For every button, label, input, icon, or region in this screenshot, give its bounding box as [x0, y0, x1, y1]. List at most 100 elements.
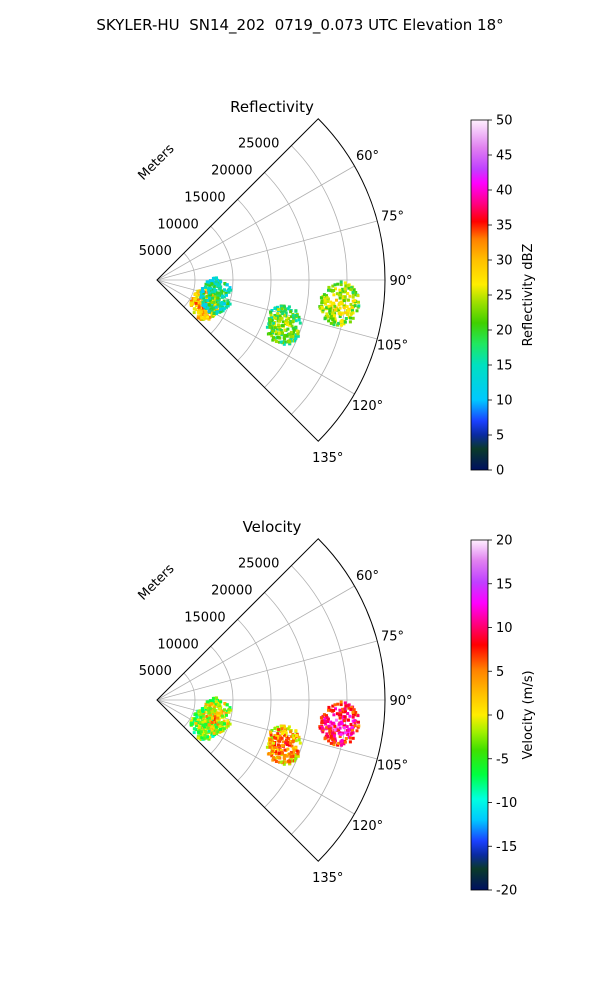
echo-pixel	[199, 710, 203, 714]
echo-pixel	[286, 320, 290, 324]
echo-pixel	[288, 760, 292, 764]
echo-pixel	[212, 306, 216, 310]
echo-pixel	[333, 724, 337, 728]
echo-pixel	[284, 731, 288, 735]
echo-pixel	[226, 724, 230, 728]
angle-tick-label: 135°	[312, 451, 343, 466]
echo-pixel	[268, 318, 272, 322]
echo-pixel	[329, 724, 333, 728]
echo-pixel	[214, 300, 218, 304]
echo-pixel	[328, 732, 332, 736]
echo-pixel	[212, 309, 216, 313]
echo-pixel	[206, 300, 210, 304]
echo-pixel	[338, 710, 342, 714]
echo-pixel	[274, 736, 278, 740]
echo-pixel	[221, 306, 225, 310]
echo-pixel	[206, 306, 210, 310]
echo-pixel	[346, 312, 350, 316]
echo-pixel	[325, 306, 329, 310]
echo-pixel	[224, 305, 228, 309]
echo-pixel	[276, 732, 280, 736]
echo-pixel	[219, 727, 222, 731]
echo-pixel	[192, 731, 196, 735]
echo-pixel	[216, 714, 220, 718]
echo-pixel	[212, 706, 216, 710]
echo-pixel	[207, 303, 211, 307]
echo-pixel	[219, 292, 223, 296]
echo-pixel	[285, 334, 289, 338]
echo-pixel	[270, 326, 274, 330]
echo-pixel	[354, 713, 357, 717]
echo-pixel	[331, 284, 335, 288]
sector-frame	[156, 118, 386, 442]
echo-pixel	[332, 289, 336, 292]
echo-pixel	[349, 303, 353, 306]
echo-pixel	[281, 740, 285, 744]
echo-pixel	[226, 302, 230, 306]
echo-pixel	[294, 319, 298, 323]
echo-pixel	[329, 315, 333, 318]
echo-pixel	[342, 719, 346, 723]
echo-pixel	[277, 331, 281, 335]
echo-pixel	[350, 286, 354, 290]
echo-pixel	[192, 311, 196, 315]
echo-pixel	[338, 726, 342, 730]
echo-pixel	[333, 304, 337, 308]
echo-pixel	[291, 740, 295, 744]
echo-pixel	[227, 707, 231, 711]
echo-pixel	[208, 279, 212, 283]
echo-pixel	[291, 746, 295, 750]
echo-pixel	[213, 709, 217, 713]
echo-pixel	[347, 706, 351, 710]
echo-pixel	[332, 743, 336, 747]
echo-pixel	[214, 302, 218, 306]
echo-pixel	[295, 329, 299, 333]
echo-pixel	[351, 719, 355, 723]
echo-pixel	[351, 316, 355, 320]
echo-pixel	[343, 715, 347, 719]
echo-pixel	[275, 727, 279, 731]
echo-pixel	[279, 329, 283, 332]
echo-pixel	[287, 323, 291, 327]
echo-pixel	[351, 712, 355, 716]
echo-pixel	[210, 725, 214, 729]
echo-pixel	[213, 713, 217, 717]
colorbar-tick-label: 10	[496, 394, 513, 409]
echo-pixel	[225, 713, 228, 717]
echo-pixel	[351, 299, 355, 303]
colorbar-tick-label: 45	[496, 149, 513, 164]
echo-pixel	[320, 296, 324, 300]
echo-pixel	[329, 304, 333, 308]
echo-pixel	[225, 703, 229, 707]
echo-pixel	[210, 710, 214, 714]
echo-pixel	[330, 721, 334, 725]
echo-pixel	[348, 740, 352, 744]
echo-pixel	[204, 707, 208, 711]
echo-pixel	[289, 321, 293, 325]
echo-pixel	[199, 715, 203, 719]
echo-pixel	[348, 308, 352, 312]
echo-pixel	[269, 310, 272, 314]
echo-pixel	[273, 746, 277, 750]
echo-pixel	[209, 713, 212, 717]
echo-pixel	[289, 757, 293, 761]
echo-pixel	[216, 294, 220, 298]
echo-pixel	[289, 735, 293, 739]
echo-pixel	[340, 743, 343, 747]
echo-pixel	[216, 730, 220, 734]
echo-pixel	[345, 725, 349, 729]
echo-pixel	[271, 758, 275, 762]
echo-pixel	[349, 707, 353, 711]
echo-pixel	[357, 300, 360, 304]
echo-pixel	[321, 310, 325, 314]
echo-pixel	[218, 304, 222, 308]
echo-pixel	[351, 729, 354, 733]
echo-pixel	[333, 320, 337, 324]
echo-pixel	[222, 715, 226, 719]
echo-pixel	[288, 752, 292, 756]
echo-pixel	[298, 321, 302, 325]
echo-pixel	[200, 713, 203, 717]
echo-pixel	[207, 716, 211, 720]
echo-pixel	[335, 298, 338, 302]
echo-pixel	[196, 730, 200, 734]
